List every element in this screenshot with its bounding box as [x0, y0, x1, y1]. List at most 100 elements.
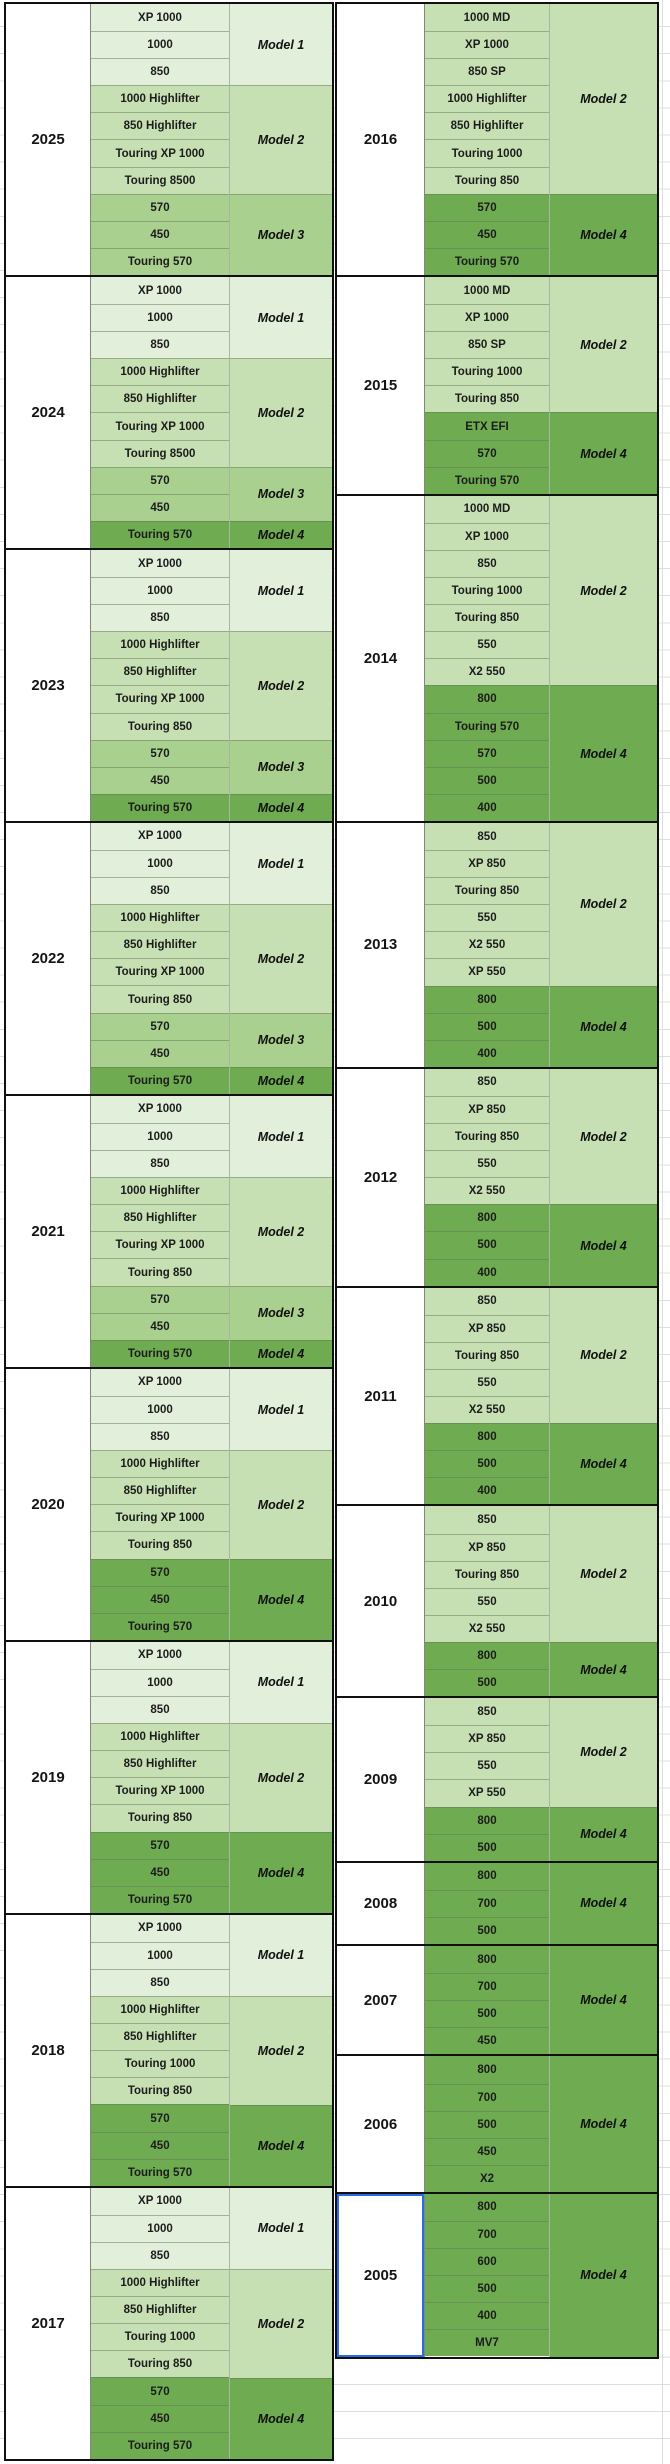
model-cell[interactable]: XP 1000	[91, 1095, 229, 1123]
model-cell[interactable]: X2 550	[425, 658, 549, 686]
model-cell[interactable]: XP 850	[425, 1314, 549, 1342]
model-cell[interactable]: 800	[425, 685, 549, 713]
model-group-label[interactable]: Model 4	[550, 2056, 657, 2192]
model-cell[interactable]: 850	[425, 1506, 549, 1534]
model-cell[interactable]: 800	[425, 1641, 549, 1670]
model-cell[interactable]: Touring 850	[91, 1531, 229, 1559]
model-cell[interactable]: 450	[425, 2137, 549, 2165]
model-cell[interactable]: 850	[425, 822, 549, 851]
model-cell[interactable]: 850 Highlifter	[91, 1750, 229, 1778]
model-cell[interactable]: Touring 850	[425, 604, 549, 632]
model-cell[interactable]: Touring XP 1000	[91, 1504, 229, 1532]
model-group-label[interactable]: Model 4	[550, 193, 657, 275]
model-cell[interactable]: 550	[425, 1150, 549, 1178]
year-cell[interactable]: 2007	[337, 1946, 425, 2055]
model-cell[interactable]: Touring 850	[91, 712, 229, 740]
model-cell[interactable]: 850	[91, 1969, 229, 1997]
model-cell[interactable]: 1000 Highlifter	[91, 904, 229, 932]
model-cell[interactable]: X2	[425, 2164, 549, 2192]
model-cell[interactable]: XP 1000	[91, 822, 229, 851]
year-cell[interactable]: 2009	[337, 1698, 425, 1861]
model-cell[interactable]: Touring 570	[91, 2431, 229, 2459]
model-group-label[interactable]: Model 4	[550, 1862, 657, 1945]
model-group-label[interactable]: Model 2	[230, 1723, 332, 1832]
model-cell[interactable]: XP 1000	[91, 276, 229, 305]
model-cell[interactable]: 570	[91, 1012, 229, 1040]
model-cell[interactable]: 1000 Highlifter	[91, 1177, 229, 1205]
model-group-label[interactable]: Model 3	[230, 739, 332, 794]
model-cell[interactable]: Touring 8500	[91, 166, 229, 194]
model-group-label[interactable]: Model 1	[230, 2187, 332, 2270]
model-cell[interactable]: 600	[425, 2248, 549, 2276]
model-group-label[interactable]: Model 1	[230, 276, 332, 359]
model-cell[interactable]: Touring 570	[91, 1339, 229, 1367]
model-cell[interactable]: 800	[425, 1862, 549, 1890]
model-cell[interactable]: 450	[91, 2131, 229, 2159]
model-cell[interactable]: Touring 850	[91, 1258, 229, 1286]
model-cell[interactable]: 400	[425, 1039, 549, 1067]
model-cell[interactable]: 850	[425, 1698, 549, 1726]
model-cell[interactable]: 800	[425, 2193, 549, 2221]
model-group-label[interactable]: Model 3	[230, 1012, 332, 1067]
model-cell[interactable]: 570	[91, 2104, 229, 2132]
year-cell[interactable]: 2011	[337, 1287, 425, 1505]
model-cell[interactable]: 500	[425, 2000, 549, 2028]
model-cell[interactable]: Touring 1000	[425, 358, 549, 386]
model-cell[interactable]: 1000 Highlifter	[91, 1996, 229, 2024]
model-cell[interactable]: 850	[91, 331, 229, 359]
model-group-label[interactable]: Model 4	[550, 1423, 657, 1505]
model-cell[interactable]: ETX EFI	[425, 412, 549, 440]
model-cell[interactable]: 850 Highlifter	[91, 1477, 229, 1505]
model-cell[interactable]: Touring 570	[91, 1612, 229, 1640]
model-cell[interactable]: 1000	[91, 1395, 229, 1424]
model-cell[interactable]: 700	[425, 2221, 549, 2249]
model-cell[interactable]: 570	[425, 739, 549, 767]
model-group-label[interactable]: Model 1	[230, 1641, 332, 1724]
model-cell[interactable]: 1000	[91, 850, 229, 878]
model-cell[interactable]: 500	[425, 1012, 549, 1040]
model-cell[interactable]: 850	[91, 58, 229, 86]
model-cell[interactable]: Touring 570	[91, 247, 229, 275]
model-cell[interactable]: XP 850	[425, 1095, 549, 1124]
model-cell[interactable]: 850	[91, 2242, 229, 2270]
model-cell[interactable]: 550	[425, 631, 549, 659]
model-group-label[interactable]: Model 2	[230, 2269, 332, 2378]
model-cell[interactable]: 400	[425, 2302, 549, 2330]
model-cell[interactable]: Touring 850	[425, 1123, 549, 1151]
model-cell[interactable]: 450	[91, 1858, 229, 1886]
model-cell[interactable]: XP 1000	[91, 4, 229, 32]
model-group-label[interactable]: Model 1	[230, 1368, 332, 1451]
model-group-label[interactable]: Model 4	[550, 412, 657, 494]
model-cell[interactable]: 570	[91, 1558, 229, 1586]
model-cell[interactable]: 850	[91, 604, 229, 632]
model-cell[interactable]: 1000 Highlifter	[425, 85, 549, 113]
model-cell[interactable]: 700	[425, 1973, 549, 2001]
model-group-label[interactable]: Model 2	[230, 1996, 332, 2105]
model-cell[interactable]: 850 Highlifter	[91, 385, 229, 413]
model-cell[interactable]: 500	[425, 1916, 549, 1944]
model-cell[interactable]: 400	[425, 1258, 549, 1286]
model-group-label[interactable]: Model 2	[550, 495, 657, 686]
model-cell[interactable]: 1000	[91, 1941, 229, 1970]
model-cell[interactable]: 1000	[91, 31, 229, 59]
model-group-label[interactable]: Model 2	[230, 358, 332, 467]
model-cell[interactable]: 570	[91, 2377, 229, 2405]
model-cell[interactable]: 570	[91, 466, 229, 494]
model-cell[interactable]: Touring 1000	[91, 2050, 229, 2078]
year-cell[interactable]: 2025	[6, 4, 91, 275]
model-cell[interactable]: 850	[91, 1696, 229, 1724]
model-cell[interactable]: 1000	[91, 2214, 229, 2242]
model-cell[interactable]: 450	[91, 1312, 229, 1340]
model-cell[interactable]: 850 SP	[425, 331, 549, 359]
model-cell[interactable]: 500	[425, 2110, 549, 2138]
model-cell[interactable]: 500	[425, 1833, 549, 1861]
model-cell[interactable]: XP 1000	[425, 304, 549, 332]
model-group-label[interactable]: Model 4	[230, 1831, 332, 1913]
model-group-label[interactable]: Model 3	[230, 193, 332, 275]
model-cell[interactable]: 850 Highlifter	[91, 658, 229, 686]
model-cell[interactable]: Touring 570	[91, 1885, 229, 1913]
model-cell[interactable]: Touring 1000	[91, 2323, 229, 2351]
model-cell[interactable]: Touring 850	[425, 385, 549, 413]
model-group-label[interactable]: Model 2	[230, 85, 332, 194]
model-group-label[interactable]: Model 4	[230, 793, 332, 821]
